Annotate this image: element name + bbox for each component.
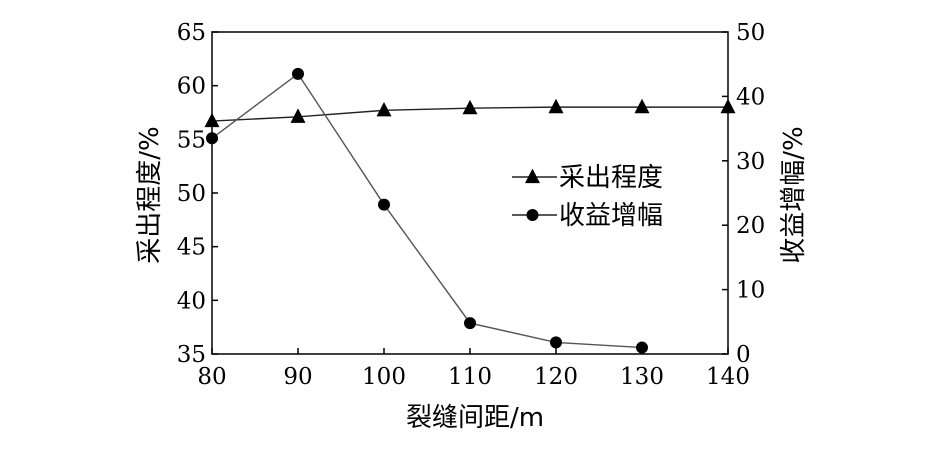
left-y-tick-label: 35 (177, 342, 206, 368)
recovery-degree-point (634, 98, 650, 114)
left-y-tick-label: 40 (177, 288, 206, 314)
recovery-degree-point (720, 98, 736, 114)
revenue-increase-point (464, 317, 476, 330)
recovery-degree-point (548, 98, 564, 114)
left-y-tick-label: 55 (177, 127, 206, 153)
recovery-degree-point (290, 108, 306, 123)
recovery-degree-point (462, 99, 478, 115)
right-y-tick-label: 20 (736, 213, 765, 239)
x-axis-title: 裂缝间距/m (406, 403, 544, 433)
x-tick-label: 140 (706, 364, 750, 390)
revenue-increase-point (292, 67, 304, 80)
x-tick-label: 120 (534, 364, 578, 390)
right-y-axis-title: 收益增幅/% (779, 126, 809, 263)
left-y-axis-ticks: 35 40 45 50 55 60 65 (177, 20, 218, 368)
right-y-tick-label: 0 (736, 342, 751, 368)
right-y-tick-label: 50 (736, 20, 765, 46)
legend-circle-marker (526, 209, 539, 221)
left-y-tick-label: 50 (177, 181, 206, 207)
series-markers (204, 67, 736, 354)
x-tick-label: 80 (197, 364, 226, 390)
x-tick-label: 130 (620, 364, 664, 390)
x-tick-label: 90 (283, 364, 312, 390)
right-y-tick-label: 30 (736, 149, 765, 175)
right-y-axis-ticks: 0 10 20 30 40 50 (722, 20, 765, 368)
series-line-revenue-increase (211, 72, 643, 349)
recovery-degree-point (376, 101, 392, 117)
left-y-tick-label: 60 (177, 74, 206, 100)
legend-label: 收益增幅 (559, 201, 663, 231)
left-y-axis-title: 采出程度/% (135, 126, 165, 263)
revenue-increase-point (378, 198, 390, 211)
x-tick-label: 110 (448, 364, 492, 390)
revenue-increase-point (636, 341, 648, 354)
legend-label: 采出程度 (559, 163, 663, 193)
x-axis-ticks: 80 90 100 110 120 130 140 (197, 348, 750, 390)
revenue-increase-point (206, 132, 218, 145)
left-y-tick-label: 65 (177, 20, 206, 46)
recovery-degree-point (204, 112, 220, 128)
legend-triangle-marker (525, 168, 540, 184)
revenue-increase-point (550, 336, 562, 349)
left-y-tick-label: 45 (177, 235, 206, 261)
right-y-tick-label: 10 (736, 278, 765, 304)
x-tick-label: 100 (362, 364, 406, 390)
right-y-tick-label: 40 (736, 84, 765, 110)
